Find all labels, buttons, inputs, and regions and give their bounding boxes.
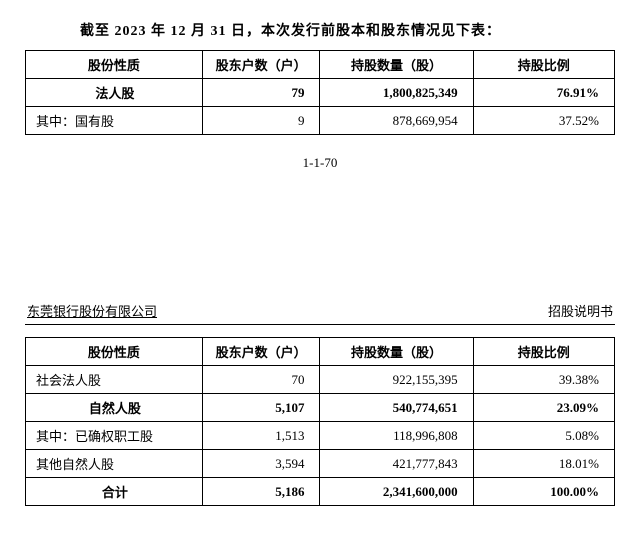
cell-label: 自然人股 xyxy=(26,394,203,422)
th-households: 股东户数（户） xyxy=(202,338,320,366)
cell-label: 合计 xyxy=(26,478,203,506)
cell-shares: 118,996,808 xyxy=(320,422,473,450)
page-gap xyxy=(0,191,640,286)
cell-households: 5,107 xyxy=(202,394,320,422)
cell-label: 法人股 xyxy=(26,79,203,107)
cell-shares: 421,777,843 xyxy=(320,450,473,478)
cell-ratio: 76.91% xyxy=(473,79,614,107)
table-2: 股份性质 股东户数（户） 持股数量（股） 持股比例 社会法人股70922,155… xyxy=(25,337,615,506)
table-header-row: 股份性质 股东户数（户） 持股数量（股） 持股比例 xyxy=(26,338,615,366)
th-households: 股东户数（户） xyxy=(202,51,320,79)
cell-shares: 2,341,600,000 xyxy=(320,478,473,506)
doc-type: 招股说明书 xyxy=(548,301,613,320)
cell-ratio: 18.01% xyxy=(473,450,614,478)
cell-label: 其中：已确权职工股 xyxy=(26,422,203,450)
cell-households: 1,513 xyxy=(202,422,320,450)
table-row: 其他自然人股3,594421,777,84318.01% xyxy=(26,450,615,478)
cell-label: 社会法人股 xyxy=(26,366,203,394)
table-row: 其中：已确权职工股1,513118,996,8085.08% xyxy=(26,422,615,450)
th-shares: 持股数量（股） xyxy=(320,338,473,366)
page-lower: 东莞银行股份有限公司 招股说明书 股份性质 股东户数（户） 持股数量（股） 持股… xyxy=(0,286,640,521)
cell-households: 3,594 xyxy=(202,450,320,478)
cell-ratio: 5.08% xyxy=(473,422,614,450)
table-row: 法人股791,800,825,34976.91% xyxy=(26,79,615,107)
page-upper: 截至 2023 年 12 月 31 日，本次发行前股本和股东情况见下表： 股份性… xyxy=(0,0,640,191)
cell-households: 5,186 xyxy=(202,478,320,506)
th-ratio: 持股比例 xyxy=(473,338,614,366)
cell-households: 9 xyxy=(202,107,320,135)
cell-label: 其他自然人股 xyxy=(26,450,203,478)
table-row: 其中：国有股9878,669,95437.52% xyxy=(26,107,615,135)
company-name: 东莞银行股份有限公司 xyxy=(27,301,157,320)
cell-shares: 922,155,395 xyxy=(320,366,473,394)
cell-households: 70 xyxy=(202,366,320,394)
th-ratio: 持股比例 xyxy=(473,51,614,79)
table-row: 自然人股5,107540,774,65123.09% xyxy=(26,394,615,422)
table-header-row: 股份性质 股东户数（户） 持股数量（股） 持股比例 xyxy=(26,51,615,79)
page-header: 东莞银行股份有限公司 招股说明书 xyxy=(25,301,615,325)
th-shares: 持股数量（股） xyxy=(320,51,473,79)
th-nature: 股份性质 xyxy=(26,338,203,366)
cell-households: 79 xyxy=(202,79,320,107)
cell-shares: 878,669,954 xyxy=(320,107,473,135)
page-number: 1-1-70 xyxy=(25,155,615,171)
cell-shares: 540,774,651 xyxy=(320,394,473,422)
intro-text: 截至 2023 年 12 月 31 日，本次发行前股本和股东情况见下表： xyxy=(80,20,615,40)
cell-ratio: 100.00% xyxy=(473,478,614,506)
table-1: 股份性质 股东户数（户） 持股数量（股） 持股比例 法人股791,800,825… xyxy=(25,50,615,135)
th-nature: 股份性质 xyxy=(26,51,203,79)
cell-label: 其中：国有股 xyxy=(26,107,203,135)
cell-ratio: 37.52% xyxy=(473,107,614,135)
cell-ratio: 23.09% xyxy=(473,394,614,422)
table-row: 社会法人股70922,155,39539.38% xyxy=(26,366,615,394)
table-row: 合计5,1862,341,600,000100.00% xyxy=(26,478,615,506)
cell-shares: 1,800,825,349 xyxy=(320,79,473,107)
cell-ratio: 39.38% xyxy=(473,366,614,394)
